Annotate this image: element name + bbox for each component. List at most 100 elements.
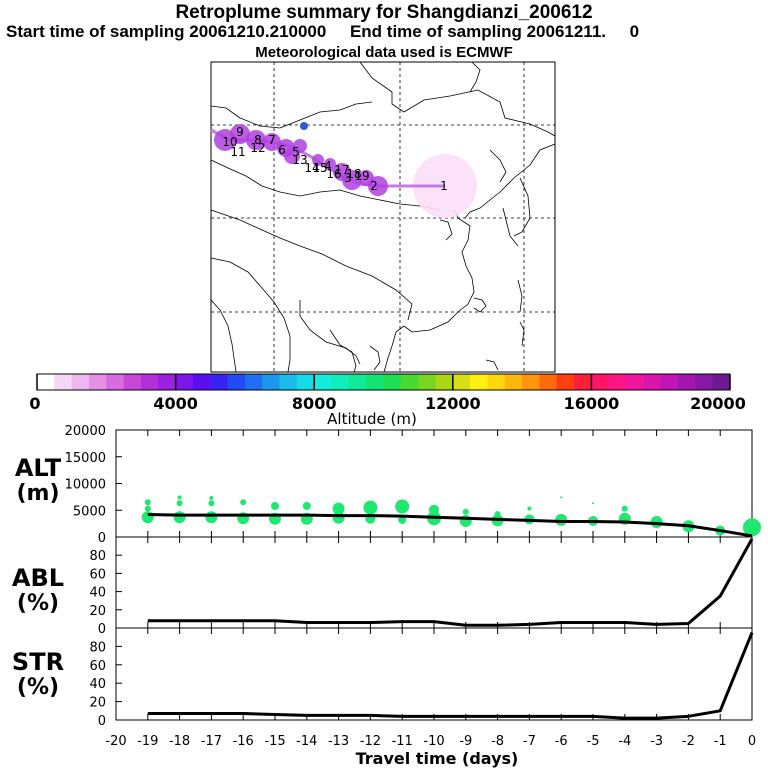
x-tick-label: -20 [105, 734, 126, 749]
x-tick-label: -16 [233, 734, 254, 749]
alt-particle-dot [332, 502, 345, 515]
x-tick-label: -6 [555, 734, 568, 749]
plume-cluster [324, 158, 336, 170]
x-tick-label: -12 [360, 734, 381, 749]
alt-particle-dot [592, 502, 594, 505]
alt-particle-dot [398, 515, 407, 524]
colorbar-swatch [296, 374, 315, 390]
colorbar-swatch [487, 374, 506, 390]
plume-day-label: 18 [346, 167, 361, 181]
plume-day-label: 11 [230, 145, 245, 159]
plume-day-label: 5 [292, 145, 300, 159]
alt-particle-dot [743, 518, 761, 537]
alt-panel-unit: (m) [16, 481, 59, 506]
met-data-line: Meteorological data used is ECMWF [255, 44, 513, 61]
colorbar-swatch [556, 374, 575, 390]
colorbar-swatch [643, 374, 662, 390]
plume-day-label: 16 [326, 167, 341, 181]
colorbar-swatch [158, 374, 177, 390]
map-coastline [473, 297, 487, 313]
x-tick-label: -8 [491, 734, 504, 749]
x-tick-label: -4 [618, 734, 631, 749]
plume-day-label: 15 [312, 161, 327, 175]
colorbar-swatch [227, 374, 246, 390]
time-series-panels: 0 5000 10000 15000 20000 0 20 40 60 80 0 20 40 60 80 -2… [65, 424, 761, 749]
abl-series-line [147, 538, 754, 627]
x-tick-label: -10 [423, 734, 444, 749]
x-tick-label: -3 [650, 734, 663, 749]
colorbar-swatch [37, 374, 55, 390]
x-tick-label: -18 [169, 734, 190, 749]
colorbar-swatch [54, 374, 73, 390]
abl-y-tick-label: 20 [89, 604, 106, 619]
map-coastline [329, 329, 357, 373]
alt-particle-dot [527, 506, 532, 511]
plume-cluster [342, 170, 362, 190]
colorbar-tick-label: 16000 [564, 394, 620, 413]
alt-particle-dot [209, 495, 214, 500]
colorbar-swatch [608, 374, 627, 390]
colorbar-swatch [314, 374, 333, 390]
colorbar-swatch [591, 374, 610, 390]
map-coastline [403, 209, 475, 333]
colorbar-swatch [262, 374, 281, 390]
plume-day-label: 10 [222, 135, 237, 149]
colorbar-swatch [140, 374, 159, 390]
colorbar-swatch [366, 374, 384, 390]
colorbar-swatch [71, 374, 90, 390]
map-coastline [210, 299, 237, 373]
plume-cluster-high [300, 122, 308, 130]
plume-day-label: 2 [370, 179, 378, 193]
colorbar-swatch [695, 374, 714, 390]
colorbar-swatch [244, 374, 263, 390]
x-tick-label: -15 [264, 734, 285, 749]
map-coastline [489, 149, 507, 183]
map-coastline [210, 101, 373, 129]
colorbar-swatch [660, 374, 679, 390]
map-coastline [439, 219, 453, 241]
colorbar-tick-label: 0 [29, 394, 40, 413]
map-coastline [210, 209, 413, 321]
str-series-line [147, 632, 754, 720]
plume-day-label: 1 [440, 179, 448, 193]
colorbar-swatch [123, 374, 142, 390]
colorbar-swatch [331, 374, 350, 390]
plume-cluster [230, 124, 250, 144]
colorbar-swatch [435, 374, 454, 390]
plume-day-label: 9 [236, 125, 244, 139]
plume-day-label: 8 [254, 133, 262, 147]
plume-cluster [246, 130, 266, 150]
plume-day-label: 14 [304, 161, 319, 175]
x-tick-label: -2 [682, 734, 695, 749]
x-axis-label: Travel time (days) [356, 749, 519, 768]
colorbar-label: Altitude (m) [327, 410, 417, 428]
abl-panel-label: ABL [12, 564, 64, 592]
plume-cluster [368, 176, 388, 196]
colorbar-tick-label: 20000 [690, 394, 746, 413]
colorbar-tick-label: 4000 [153, 394, 198, 413]
colorbar-swatch [210, 374, 229, 390]
alt-particle-dot [144, 499, 151, 506]
abl-y-tick-label: 0 [98, 622, 106, 637]
colorbar-tick-label: 8000 [292, 394, 337, 413]
alt-particle-dot [621, 505, 628, 512]
map-coastlines [210, 61, 556, 373]
colorbar-swatch [539, 374, 558, 390]
alt-y-tick-label: 10000 [65, 478, 106, 493]
colorbar-swatch [88, 374, 107, 390]
alt-particle-dot [271, 501, 279, 510]
alt-particle-dot [560, 496, 563, 499]
colorbar-swatch [106, 374, 125, 390]
str-panel-label: STR [12, 648, 64, 676]
plume-cluster [293, 139, 307, 153]
alt-panel-label: ALT [15, 454, 62, 482]
alt-particle-dot [177, 495, 182, 500]
plume-day-label: 13 [292, 153, 307, 167]
plume-day-label: 3 [344, 171, 352, 185]
colorbar-swatch [383, 374, 402, 390]
alt-particle-dot [173, 511, 186, 524]
colorbar-swatch [504, 374, 523, 390]
colorbar-swatch [712, 374, 731, 390]
